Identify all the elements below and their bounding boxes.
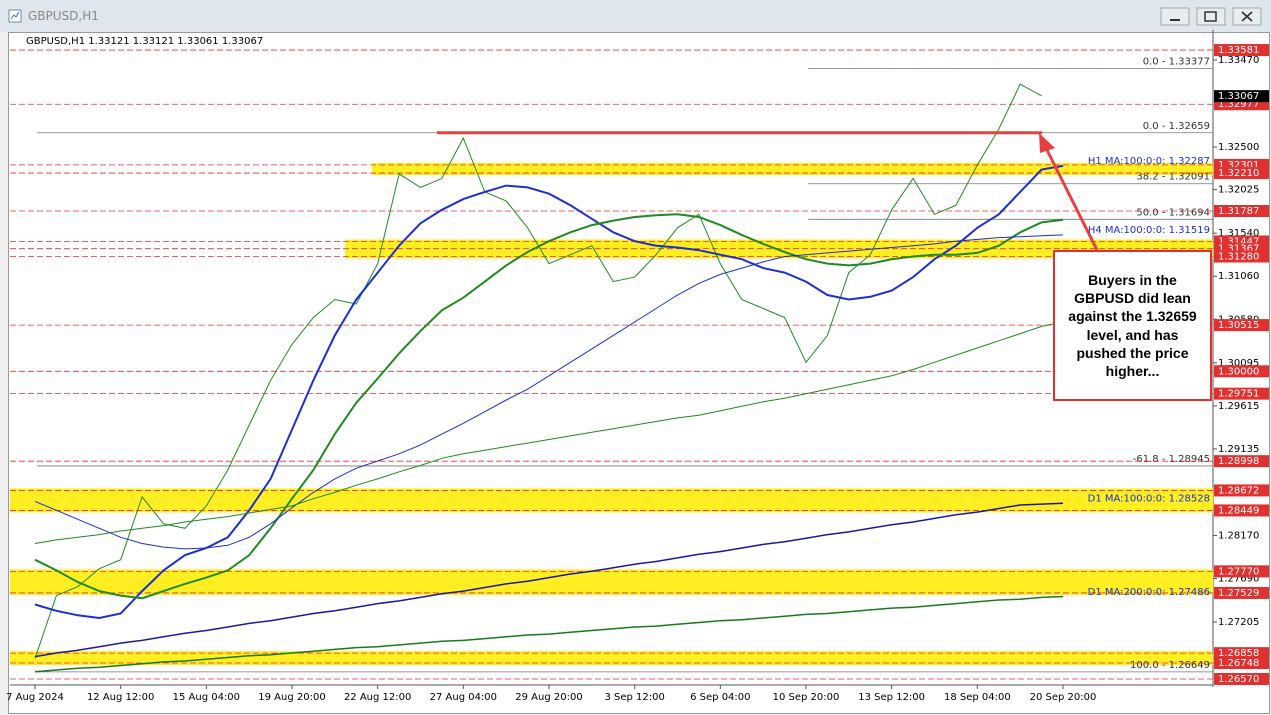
series-line [34, 321, 1064, 544]
level-box [1214, 204, 1269, 217]
level-label: 1.32977 [1218, 99, 1259, 110]
level-label: 1.28672 [1218, 485, 1259, 496]
series-line [34, 213, 1064, 600]
zone [372, 162, 1213, 176]
ma-label: D1 MA:100:0:0: 1.28528 [1088, 493, 1210, 504]
level-box [1214, 250, 1269, 263]
level-box [1214, 504, 1269, 517]
series-line [34, 234, 1064, 550]
arrow [1043, 145, 1099, 251]
level-label: 1.31787 [1218, 206, 1259, 217]
x-tick-label: 15 Aug 04:00 [173, 692, 240, 703]
x-tick-label: 12 Aug 12:00 [87, 692, 154, 703]
y-tick-label: 1.31540 [1218, 228, 1259, 239]
y-tick-label: 1.29615 [1218, 401, 1259, 412]
fib-label: 0.0 - 1.32659 [1143, 121, 1210, 132]
price-label: 1.33067 [1218, 91, 1259, 102]
level-label: 1.30000 [1218, 366, 1259, 377]
level-box [1214, 565, 1269, 578]
level-label: 1.29751 [1218, 389, 1259, 400]
level-box [1214, 455, 1269, 468]
series-line [34, 164, 1064, 620]
ma-label: H4 MA:100:0:0: 1.31519 [1088, 225, 1210, 236]
fib-label: 50.0 - 1.31694 [1136, 207, 1210, 218]
x-tick-label: 13 Sep 12:00 [858, 692, 925, 703]
level-label: 1.26858 [1218, 648, 1259, 659]
zone [10, 651, 1213, 666]
level-label: 1.31367 [1218, 244, 1259, 255]
level-box [1214, 167, 1269, 180]
x-tick-label: 22 Aug 12:00 [344, 692, 411, 703]
level-label: 1.26748 [1218, 658, 1259, 669]
y-tick-label: 1.32500 [1218, 142, 1259, 153]
level-label: 1.26570 [1218, 674, 1259, 685]
level-box [1214, 586, 1269, 599]
y-tick-label: 1.27205 [1218, 617, 1259, 628]
level-label: 1.31447 [1218, 236, 1259, 247]
zone [10, 488, 1213, 513]
series-line [34, 502, 1064, 658]
y-tick-label: 1.29135 [1218, 444, 1259, 455]
x-tick-label: 19 Aug 20:00 [258, 692, 325, 703]
fib-label: 38.2 - 1.32091 [1136, 172, 1210, 183]
arrow-head [1039, 133, 1055, 153]
level-box [1214, 657, 1269, 670]
ma-label: D1 MA:200:0:0: 1.27486 [1088, 587, 1210, 598]
y-tick-label: 1.28170 [1218, 530, 1259, 541]
series-line [34, 595, 1064, 673]
title-bar: GBPUSD,H1 [0, 0, 1271, 32]
x-tick-label: 20 Sep 20:00 [1030, 692, 1097, 703]
level-label: 1.28449 [1218, 505, 1259, 516]
price-box [1214, 90, 1269, 103]
x-tick-label: 7 Aug 2024 [6, 692, 64, 703]
x-tick-label: 6 Sep 04:00 [690, 692, 750, 703]
x-tick-label: 29 Aug 20:00 [515, 692, 582, 703]
y-tick-label: 1.30095 [1218, 358, 1259, 369]
y-tick-label: 1.27690 [1218, 574, 1259, 585]
x-tick-label: 3 Sep 12:00 [604, 692, 664, 703]
level-label: 1.30515 [1218, 320, 1259, 331]
annotation: Buyers in the GBPUSD did lean against th… [1053, 250, 1212, 401]
level-box [1214, 319, 1269, 332]
level-label: 1.27770 [1218, 566, 1259, 577]
ma-label: H1 MA:100:0:0: 1.32287 [1088, 156, 1210, 167]
level-label: 1.32210 [1218, 168, 1259, 179]
level-box [1214, 484, 1269, 497]
level-box [1214, 365, 1269, 378]
zone [10, 569, 1213, 595]
x-tick-label: 10 Sep 20:00 [773, 692, 840, 703]
level-label: 1.28998 [1218, 456, 1259, 467]
y-tick-label: 1.31060 [1218, 271, 1259, 282]
x-tick-label: 27 Aug 04:00 [430, 692, 497, 703]
chart-header: GBPUSD,H1 1.33121 1.33121 1.33061 1.3306… [26, 36, 263, 47]
fib-label: -61.8 - 1.28945 [1133, 454, 1210, 465]
y-tick-label: 1.32025 [1218, 185, 1259, 196]
x-tick-label: 18 Sep 04:00 [944, 692, 1011, 703]
level-box [1214, 44, 1269, 57]
level-label: 1.33581 [1218, 45, 1259, 56]
level-label: 1.32301 [1218, 160, 1259, 171]
fib-label: 100.0 - 1.26649 [1130, 660, 1210, 671]
level-box [1214, 672, 1269, 685]
window-buttons[interactable] [1160, 7, 1266, 27]
level-label: 1.27529 [1218, 588, 1259, 599]
level-box [1214, 647, 1269, 660]
level-box [1214, 387, 1269, 400]
app-icon [8, 9, 22, 23]
window-title: GBPUSD,H1 [28, 9, 99, 23]
fib-label: 0.0 - 1.33377 [1143, 56, 1210, 67]
y-tick-label: 1.33470 [1218, 55, 1259, 66]
level-label: 1.31280 [1218, 251, 1259, 262]
